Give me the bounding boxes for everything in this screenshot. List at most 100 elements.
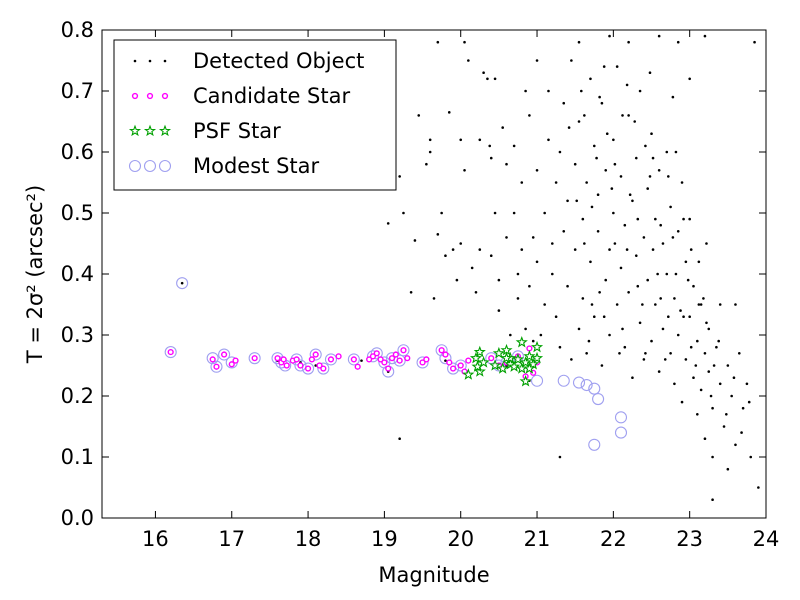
candidate-point (232, 357, 239, 364)
detected-point (636, 284, 640, 288)
psf-point (473, 345, 486, 358)
detected-point (598, 291, 601, 294)
detected-point (674, 150, 678, 154)
detected-point (638, 321, 642, 325)
plot-area (164, 34, 760, 502)
detected-point (699, 388, 703, 392)
detected-point (402, 211, 405, 215)
detected-point (646, 187, 650, 190)
psf-point (471, 360, 484, 372)
detected-point (663, 358, 667, 361)
psf-point (523, 362, 536, 374)
modest-point (580, 378, 593, 392)
detected-point (580, 89, 583, 93)
detected-point (613, 242, 617, 245)
modest-point (592, 392, 605, 406)
detected-point (531, 236, 535, 239)
detected-point (671, 236, 675, 239)
detected-point (688, 77, 691, 81)
detected-point (619, 175, 623, 178)
detected-point (314, 364, 318, 367)
detected-point (516, 297, 520, 300)
detected-point (612, 211, 615, 215)
detected-point (590, 303, 594, 306)
x-tick-label: 18 (295, 527, 322, 551)
detected-point (486, 77, 489, 81)
detected-point (636, 217, 640, 221)
detected-point (688, 217, 691, 221)
detected-point (642, 358, 646, 361)
detected-point (657, 169, 661, 172)
detected-point (745, 382, 749, 386)
detected-point (554, 315, 558, 319)
detected-point (608, 333, 611, 337)
detected-point (509, 333, 512, 337)
detected-point (633, 120, 637, 123)
detected-point (463, 169, 466, 172)
candidate-point (404, 355, 411, 362)
y-tick-label: 0.4 (61, 262, 94, 286)
detected-point (558, 150, 562, 154)
detected-point (590, 205, 594, 209)
candidate-point (312, 351, 319, 358)
detected-point (497, 278, 501, 282)
detected-point (656, 272, 659, 276)
psf-point (477, 356, 490, 368)
detected-point (550, 272, 554, 276)
detected-point (585, 352, 588, 355)
candidate-point (213, 363, 220, 370)
legend-marker-modest (158, 159, 172, 173)
detected-point (631, 376, 634, 380)
detected-point (703, 34, 707, 38)
detected-point (386, 222, 390, 225)
detected-point (621, 327, 624, 331)
psf-point (469, 351, 483, 364)
modest-point (210, 360, 223, 373)
detected-point (512, 144, 516, 148)
modest-point (614, 411, 628, 424)
x-tick-label: 24 (753, 527, 780, 551)
candidate-point (167, 348, 174, 356)
detected-point (467, 59, 470, 62)
detected-point (615, 65, 619, 68)
detected-point (631, 199, 634, 203)
detected-point (644, 352, 647, 355)
detected-point (680, 181, 684, 184)
detected-point (596, 193, 600, 196)
candidate-point (221, 351, 228, 358)
modest-point (572, 376, 586, 389)
x-tick-label: 17 (218, 527, 245, 551)
detected-point (543, 211, 546, 215)
detected-point (535, 260, 539, 264)
detected-point (600, 101, 604, 105)
detected-point (604, 278, 608, 282)
detected-point (524, 327, 527, 331)
detected-point (659, 297, 662, 300)
detected-point (493, 77, 497, 81)
detected-point (740, 431, 743, 434)
detected-point (528, 114, 531, 117)
modest-point (416, 356, 429, 369)
candidate-point (297, 362, 304, 369)
detected-point (493, 211, 497, 215)
detected-point (634, 254, 638, 257)
detected-point (520, 248, 524, 251)
modest-point (324, 353, 338, 366)
detected-point (428, 150, 432, 154)
detected-point (692, 376, 695, 380)
modest-point (317, 362, 330, 375)
detected-point (694, 364, 698, 367)
y-tick-label: 0.1 (61, 445, 94, 469)
detected-point (696, 413, 699, 416)
detected-point (567, 126, 571, 129)
modest-point (385, 352, 399, 365)
detected-point (562, 230, 566, 233)
modest-point (248, 352, 261, 365)
legend-marker-psf (128, 124, 142, 137)
detected-point (711, 498, 714, 502)
modest-point (454, 359, 467, 372)
detected-point (459, 138, 463, 142)
candidate-point (423, 356, 430, 363)
series-candidate (167, 345, 541, 380)
detected-point (667, 175, 670, 178)
